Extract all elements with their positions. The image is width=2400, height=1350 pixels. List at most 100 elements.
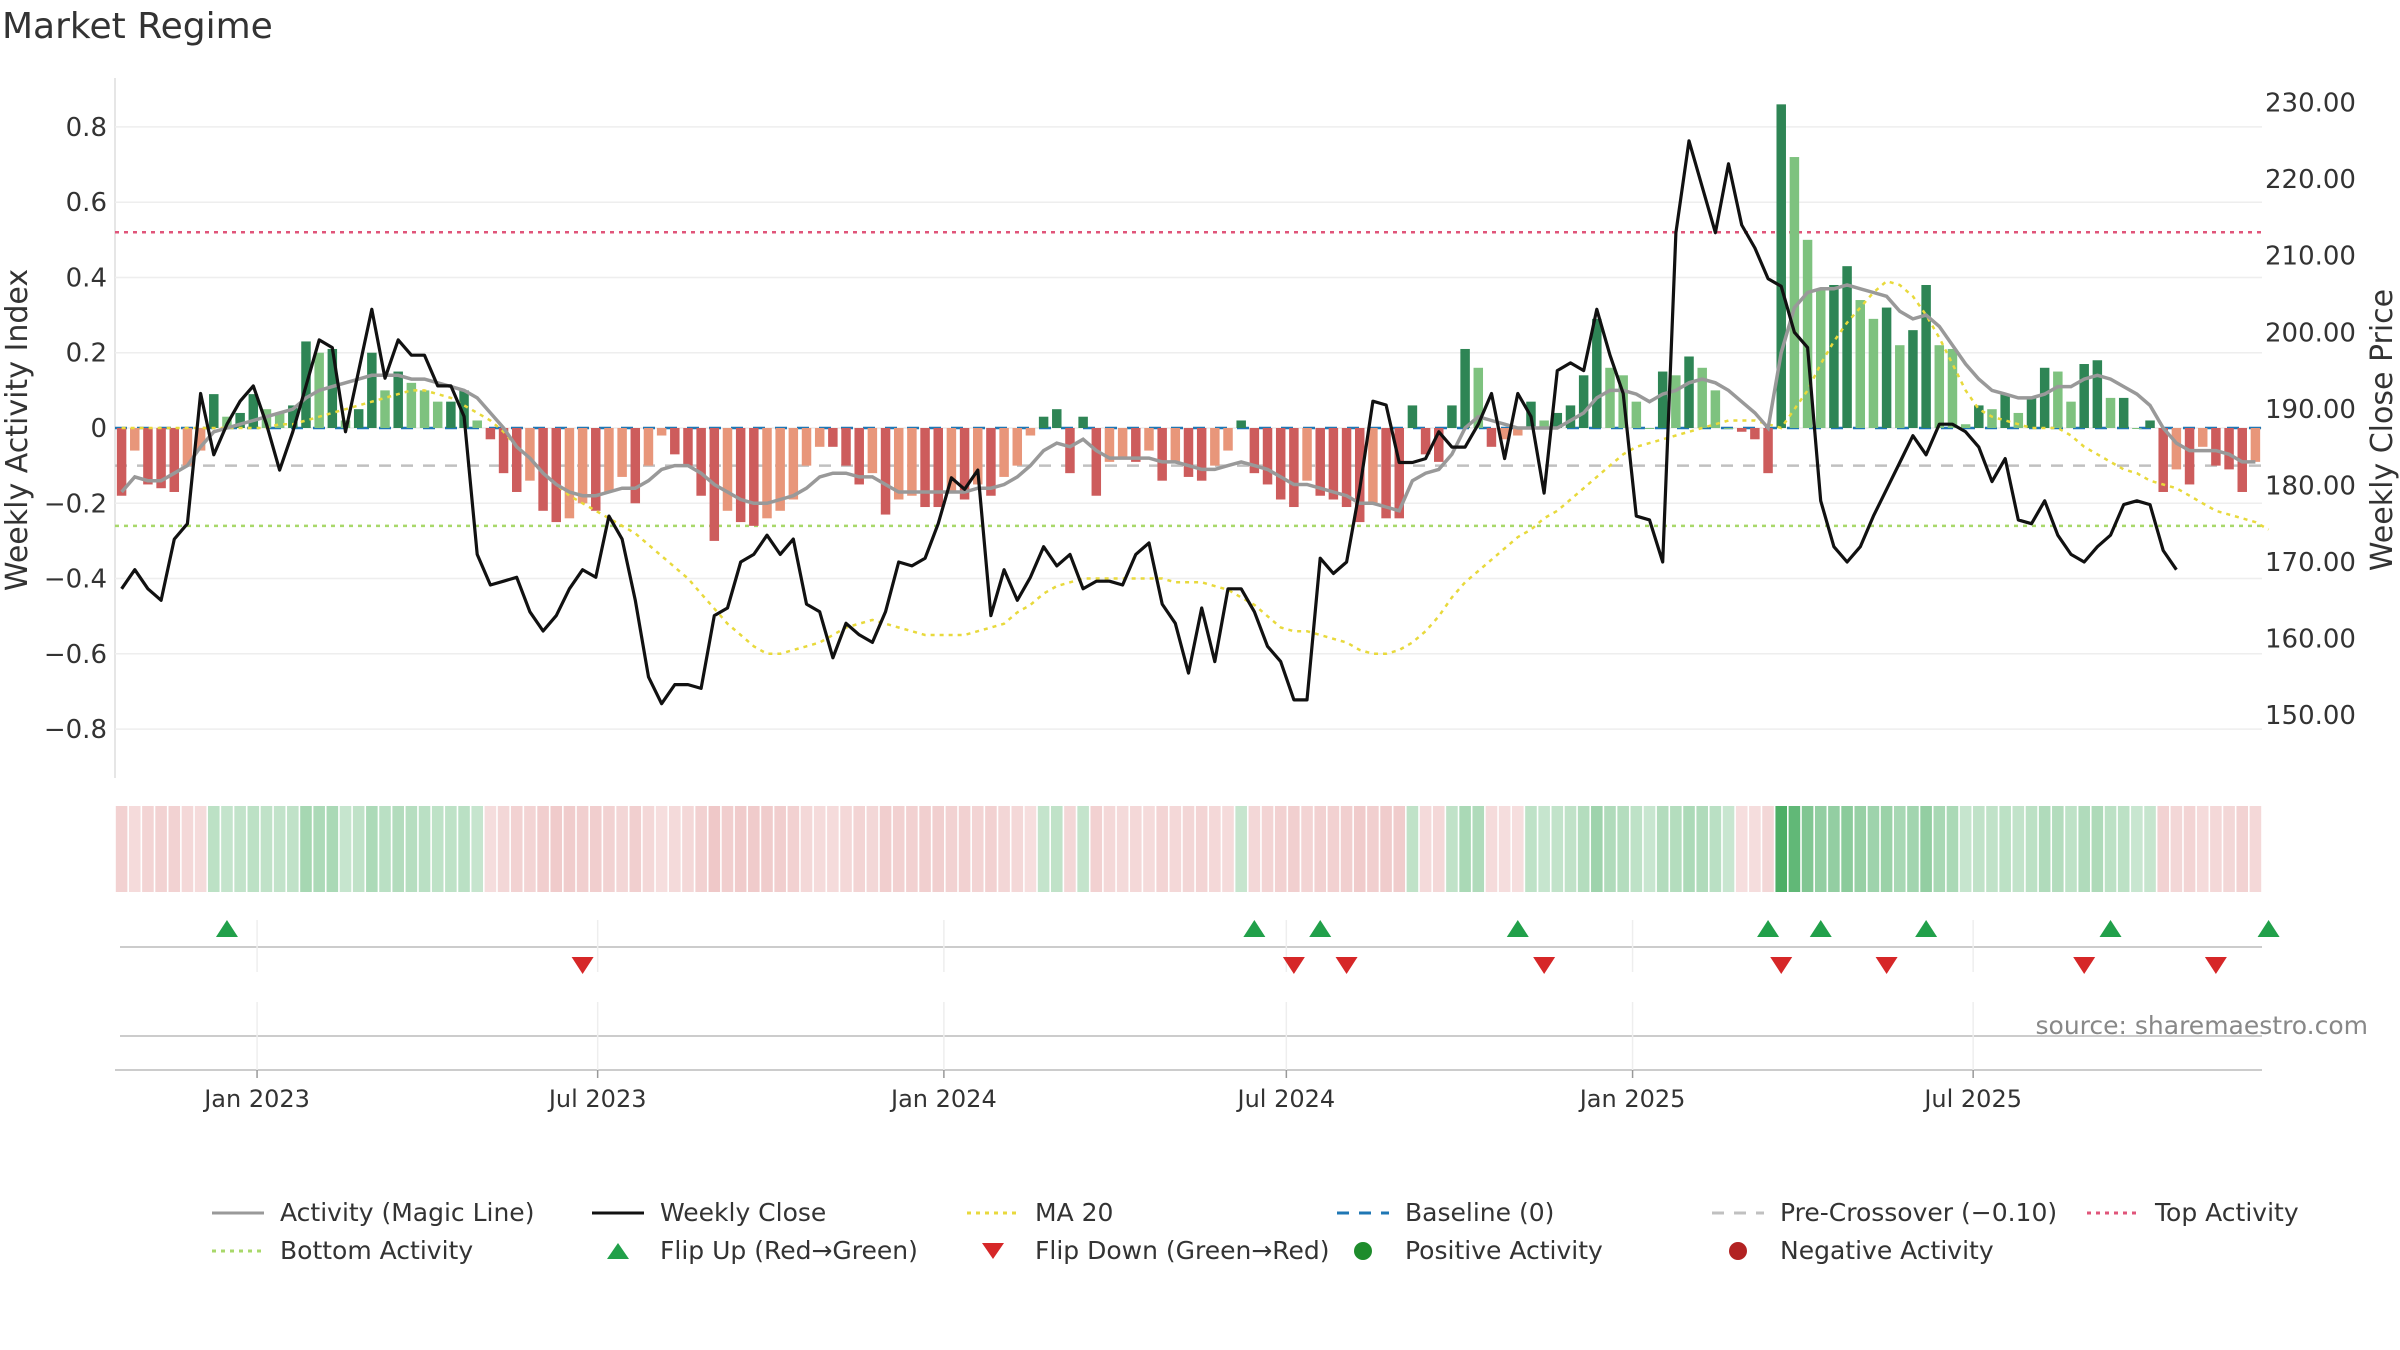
regime-cell xyxy=(1709,806,1722,892)
activity-bar xyxy=(1631,401,1642,428)
legend-label: Flip Down (Green→Red) xyxy=(1035,1236,1330,1265)
regime-cell xyxy=(695,806,707,892)
regime-cell xyxy=(1973,806,1985,892)
activity-bar xyxy=(696,428,706,496)
regime-cell xyxy=(2038,806,2051,892)
activity-bar xyxy=(274,412,285,428)
activity-bar xyxy=(511,428,522,492)
legend-item: Weekly Close xyxy=(590,1198,826,1227)
regime-cell xyxy=(1064,806,1076,892)
regime-cell xyxy=(1288,806,1300,892)
activity-bar xyxy=(1447,405,1457,428)
activity-bar xyxy=(2145,420,2155,428)
regime-cell xyxy=(827,806,839,892)
legend-swatch xyxy=(1337,1211,1389,1214)
activity-bar xyxy=(1829,284,1839,428)
regime-cell xyxy=(1643,806,1656,892)
regime-cell xyxy=(879,806,892,892)
regime-strip xyxy=(115,806,2262,892)
activity-bar xyxy=(2079,364,2089,428)
regime-cell xyxy=(352,806,365,892)
activity-bar xyxy=(1750,428,1760,440)
activity-bar xyxy=(959,428,970,500)
activity-bar xyxy=(1078,416,1088,428)
regime-cell xyxy=(2104,806,2117,892)
flip-up-marker xyxy=(1757,920,1780,937)
activity-bar xyxy=(854,428,864,485)
regime-cell xyxy=(1472,806,1485,892)
activity-bar xyxy=(591,428,601,511)
activity-bar xyxy=(735,428,746,523)
regime-cell xyxy=(1525,806,1537,892)
activity-bar xyxy=(946,428,957,492)
activity-bar xyxy=(2132,428,2142,429)
activity-bar xyxy=(1315,428,1325,496)
legend-label: Pre-Crossover (−0.10) xyxy=(1780,1198,2058,1227)
activity-bar xyxy=(551,428,561,523)
activity-bar xyxy=(749,428,759,526)
flip-down-marker xyxy=(1770,957,1793,974)
activity-bar xyxy=(1736,428,1747,432)
legend-label: Activity (Magic Line) xyxy=(280,1198,535,1227)
regime-cell xyxy=(1406,806,1419,892)
activity-bar xyxy=(775,428,785,511)
regime-cell xyxy=(761,806,773,892)
activity-bar xyxy=(1144,428,1154,451)
activity-bar xyxy=(1789,157,1800,428)
activity-bar xyxy=(1697,367,1707,428)
activity-bar xyxy=(604,428,614,492)
activity-bar xyxy=(2224,428,2234,470)
activity-bar xyxy=(1539,420,1549,428)
regime-cell xyxy=(537,806,549,892)
activity-bar xyxy=(248,394,259,428)
regime-cell xyxy=(919,806,931,892)
regime-cell xyxy=(1050,806,1063,892)
regime-cell xyxy=(1314,806,1327,892)
tick-labels: −0.8 −0.6 −0.4 −0.2 0 0.2 0.4 0.6 0.8 150.00 160.0… xyxy=(44,89,2356,1113)
regime-cell xyxy=(1551,806,1564,892)
regime-cell xyxy=(1907,806,1919,892)
legend-swatch xyxy=(1712,1211,1764,1214)
x-tick-label: Jul 2025 xyxy=(1922,1085,2022,1113)
regime-cell xyxy=(115,806,128,892)
regime-cell xyxy=(1604,806,1616,892)
regime-cell xyxy=(484,806,497,892)
regime-cell xyxy=(1419,806,1432,892)
regime-cell xyxy=(1828,806,1840,892)
regime-cell xyxy=(734,806,747,892)
flip-down-marker xyxy=(2073,957,2096,974)
regime-cell xyxy=(194,806,207,892)
regime-cell xyxy=(1130,806,1142,892)
regime-cell xyxy=(1143,806,1155,892)
flip-up-marker xyxy=(1243,920,1266,937)
regime-cell xyxy=(1261,806,1274,892)
activity-bar xyxy=(1065,428,1075,474)
y-tick-label: −0.2 xyxy=(44,489,107,519)
activity-bar xyxy=(1368,428,1378,504)
regime-cell xyxy=(1103,806,1116,892)
y2-tick-label: 200.00 xyxy=(2265,318,2356,348)
activity-bar xyxy=(1802,239,1813,428)
regime-cell xyxy=(1353,806,1366,892)
regime-cell xyxy=(1301,806,1313,892)
source-label: source: sharemaestro.com xyxy=(2036,1011,2369,1040)
x-tick-label: Jan 2023 xyxy=(202,1085,310,1113)
activity-bar xyxy=(1434,428,1444,462)
regime-cell xyxy=(260,806,273,892)
regime-cell xyxy=(550,806,563,892)
legend-label: Top Activity xyxy=(2155,1198,2299,1227)
legend-label: Weekly Close xyxy=(660,1198,827,1227)
regime-cell xyxy=(1498,806,1511,892)
regime-cell xyxy=(563,806,576,892)
regime-cell xyxy=(418,806,431,892)
activity-bar xyxy=(209,394,219,428)
regime-cell xyxy=(1024,806,1037,892)
regime-cell xyxy=(1485,806,1498,892)
y-tick-label: 0.4 xyxy=(66,263,107,293)
regime-cell xyxy=(1090,806,1103,892)
regime-cell xyxy=(221,806,233,892)
regime-cell xyxy=(655,806,668,892)
activity-bar xyxy=(472,420,482,428)
regime-cell xyxy=(708,806,721,892)
y-tick-label: 0 xyxy=(90,414,107,444)
